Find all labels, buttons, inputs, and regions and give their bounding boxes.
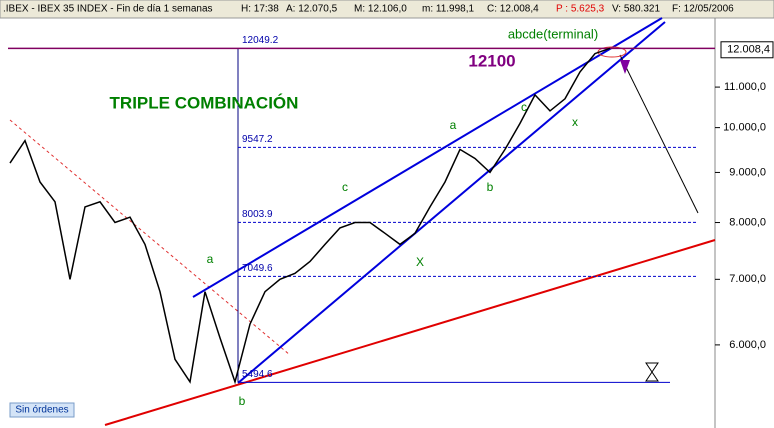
date: F: 12/05/2006 [672,4,734,15]
annotation: b [239,394,246,408]
level-label: 9547.2 [242,134,273,145]
symbol: .IBEX - IBEX 35 INDEX - Fin de día 1 sem… [3,4,213,15]
y-tick-label: 9.000,0 [729,166,766,178]
status-button-label: Sin órdenes [15,405,68,416]
last-price-box [720,41,774,59]
annotation: x [572,115,578,129]
level-label: 8003.9 [242,209,273,220]
y-tick-label: 11.000,0 [724,81,766,93]
header: .IBEX - IBEX 35 INDEX - Fin de día 1 sem… [3,4,734,15]
level-label: 12049.2 [242,35,279,46]
plot: 6.000,0 7.000,0 8.000,0 9.000,0 10.000,0 11.0… [8,26,774,408]
annotation: a [450,118,457,132]
annotation: c [342,180,348,194]
channel-lower [237,21,666,384]
change: P : 5.625,3 [556,4,605,15]
price-line [9,47,611,385]
high: M: 12.106,0 [354,4,407,15]
annotation: a [207,252,214,266]
annotation: X [416,255,424,269]
annotation: b [487,180,494,194]
status-button[interactable] [9,402,75,418]
support-line [104,239,716,426]
annotation: 12100 [468,51,515,70]
annotation: abcde(terminal) [508,26,598,41]
annotation: TRIPLE COMBINACIÓN [110,93,299,112]
down-arrow [620,60,630,74]
header-bar [0,0,774,19]
y-tick-label: 7.000,0 [729,273,766,285]
dashed-trendline [9,119,291,356]
close: C: 12.008,4 [487,4,539,15]
level-label: 7049.6 [242,263,273,274]
level-label: 5494.6 [242,369,273,380]
low: m: 11.998,1 [422,4,475,15]
y-tick-label: 8.000,0 [729,216,766,228]
annotation: c [521,100,527,114]
open: A: 12.070,5 [286,4,338,15]
hourglass-icon [645,362,659,382]
time: H: 17:38 [241,4,279,15]
y-tick-label: 10.000,0 [723,122,766,134]
projection-line [619,54,699,214]
volume: V: 580.321 [612,4,660,15]
last-price-label: 12.008,4 [727,44,770,56]
channel-upper [192,17,663,298]
y-tick-label: 6.000,0 [729,339,766,351]
